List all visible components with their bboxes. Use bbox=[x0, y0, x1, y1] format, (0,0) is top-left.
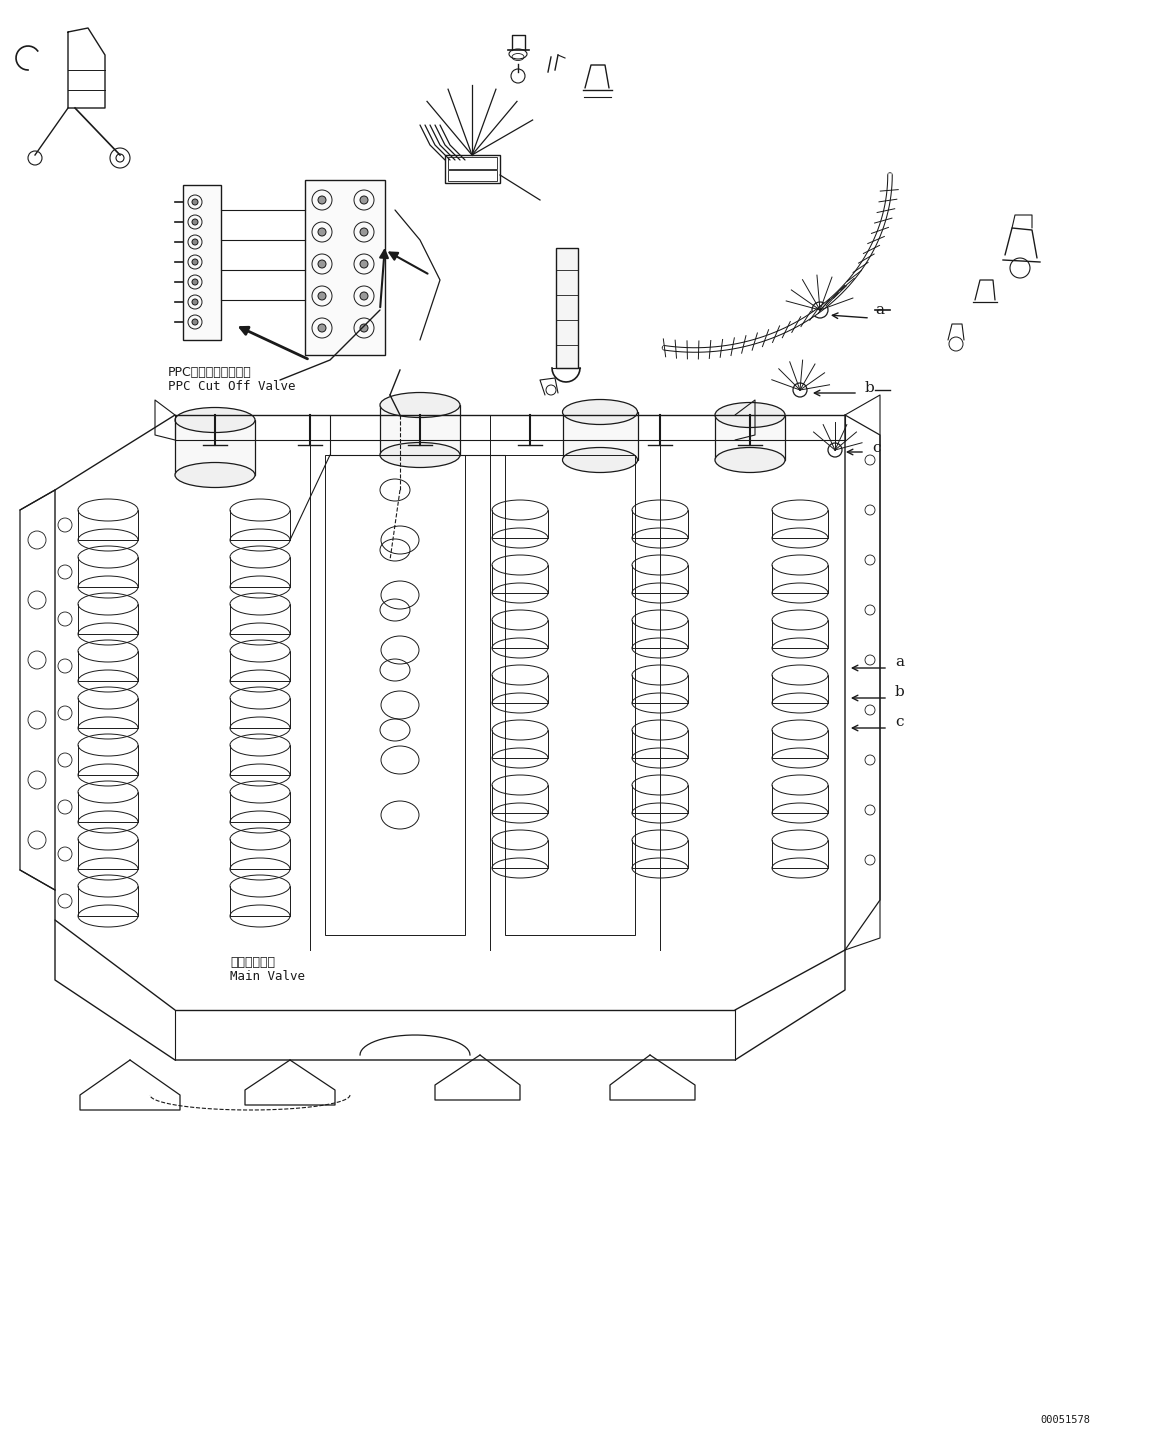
Circle shape bbox=[192, 320, 198, 325]
Bar bbox=[563, 412, 638, 459]
Circle shape bbox=[192, 219, 198, 225]
Ellipse shape bbox=[715, 403, 785, 428]
Bar bbox=[448, 170, 497, 181]
Text: c: c bbox=[872, 441, 880, 455]
Circle shape bbox=[192, 300, 198, 305]
Text: c: c bbox=[896, 716, 904, 729]
Text: 00051578: 00051578 bbox=[1040, 1416, 1090, 1426]
Circle shape bbox=[317, 196, 326, 204]
Circle shape bbox=[192, 239, 198, 245]
Circle shape bbox=[317, 292, 326, 300]
Circle shape bbox=[317, 261, 326, 268]
Bar bbox=[445, 156, 500, 183]
Text: Main Valve: Main Valve bbox=[230, 971, 305, 984]
Circle shape bbox=[192, 279, 198, 285]
Circle shape bbox=[361, 261, 368, 268]
Bar bbox=[505, 455, 635, 935]
Circle shape bbox=[317, 228, 326, 236]
Bar bbox=[380, 405, 461, 455]
Bar bbox=[715, 415, 785, 459]
Ellipse shape bbox=[174, 462, 255, 488]
Text: a: a bbox=[875, 302, 884, 317]
Text: PPC Cut Off Valve: PPC Cut Off Valve bbox=[167, 380, 295, 393]
Bar bbox=[183, 184, 221, 340]
Bar bbox=[174, 420, 255, 475]
Bar bbox=[448, 157, 497, 168]
Bar bbox=[305, 180, 385, 356]
Text: a: a bbox=[896, 655, 904, 670]
Ellipse shape bbox=[380, 442, 461, 468]
Bar bbox=[556, 248, 578, 369]
Bar bbox=[324, 455, 465, 935]
Circle shape bbox=[361, 292, 368, 300]
Ellipse shape bbox=[380, 393, 461, 418]
Ellipse shape bbox=[174, 408, 255, 432]
Circle shape bbox=[361, 324, 368, 333]
Ellipse shape bbox=[715, 448, 785, 472]
Ellipse shape bbox=[563, 448, 637, 472]
Circle shape bbox=[361, 228, 368, 236]
Circle shape bbox=[317, 324, 326, 333]
Text: b: b bbox=[865, 382, 875, 395]
Circle shape bbox=[192, 259, 198, 265]
Text: b: b bbox=[896, 685, 905, 698]
Text: メインバルブ: メインバルブ bbox=[230, 956, 274, 969]
Circle shape bbox=[192, 199, 198, 204]
Circle shape bbox=[361, 196, 368, 204]
Ellipse shape bbox=[563, 399, 637, 425]
Text: PPCカットオフバルブ: PPCカットオフバルブ bbox=[167, 366, 251, 379]
